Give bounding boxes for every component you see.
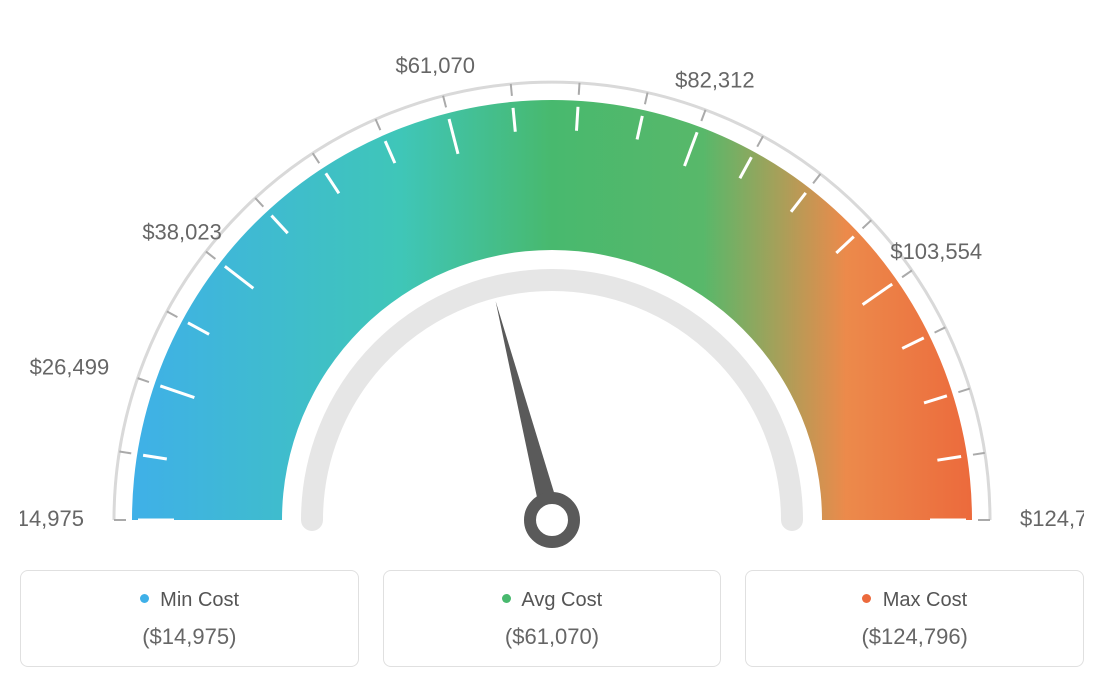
legend-card-max: Max Cost ($124,796) <box>745 570 1084 667</box>
gauge-svg: $14,975 $26,499 $38,023 $61,070 $82,312 $103,… <box>20 20 1084 550</box>
legend-title-max: Max Cost <box>756 589 1073 612</box>
legend-title-avg: Avg Cost <box>394 589 711 612</box>
svg-text:$103,554: $103,554 <box>890 239 982 264</box>
legend-title-text: Avg Cost <box>521 589 602 611</box>
legend-title-text: Min Cost <box>160 589 239 611</box>
dot-icon <box>502 594 511 603</box>
svg-text:$82,312: $82,312 <box>675 67 755 92</box>
svg-text:$26,499: $26,499 <box>30 354 110 379</box>
svg-text:$124,796: $124,796 <box>1020 506 1084 531</box>
legend-title-text: Max Cost <box>883 589 967 611</box>
legend-row: Min Cost ($14,975) Avg Cost ($61,070) Ma… <box>20 570 1084 667</box>
legend-card-avg: Avg Cost ($61,070) <box>383 570 722 667</box>
legend-card-min: Min Cost ($14,975) <box>20 570 359 667</box>
legend-value-min: ($14,975) <box>31 624 348 650</box>
dot-icon <box>140 594 149 603</box>
legend-value-avg: ($61,070) <box>394 624 711 650</box>
svg-text:$14,975: $14,975 <box>20 506 84 531</box>
legend-value-max: ($124,796) <box>756 624 1073 650</box>
svg-text:$61,070: $61,070 <box>395 53 475 78</box>
svg-text:$38,023: $38,023 <box>142 219 222 244</box>
dot-icon <box>862 594 871 603</box>
cost-gauge: $14,975 $26,499 $38,023 $61,070 $82,312 $103,… <box>20 20 1084 550</box>
legend-title-min: Min Cost <box>31 589 348 612</box>
